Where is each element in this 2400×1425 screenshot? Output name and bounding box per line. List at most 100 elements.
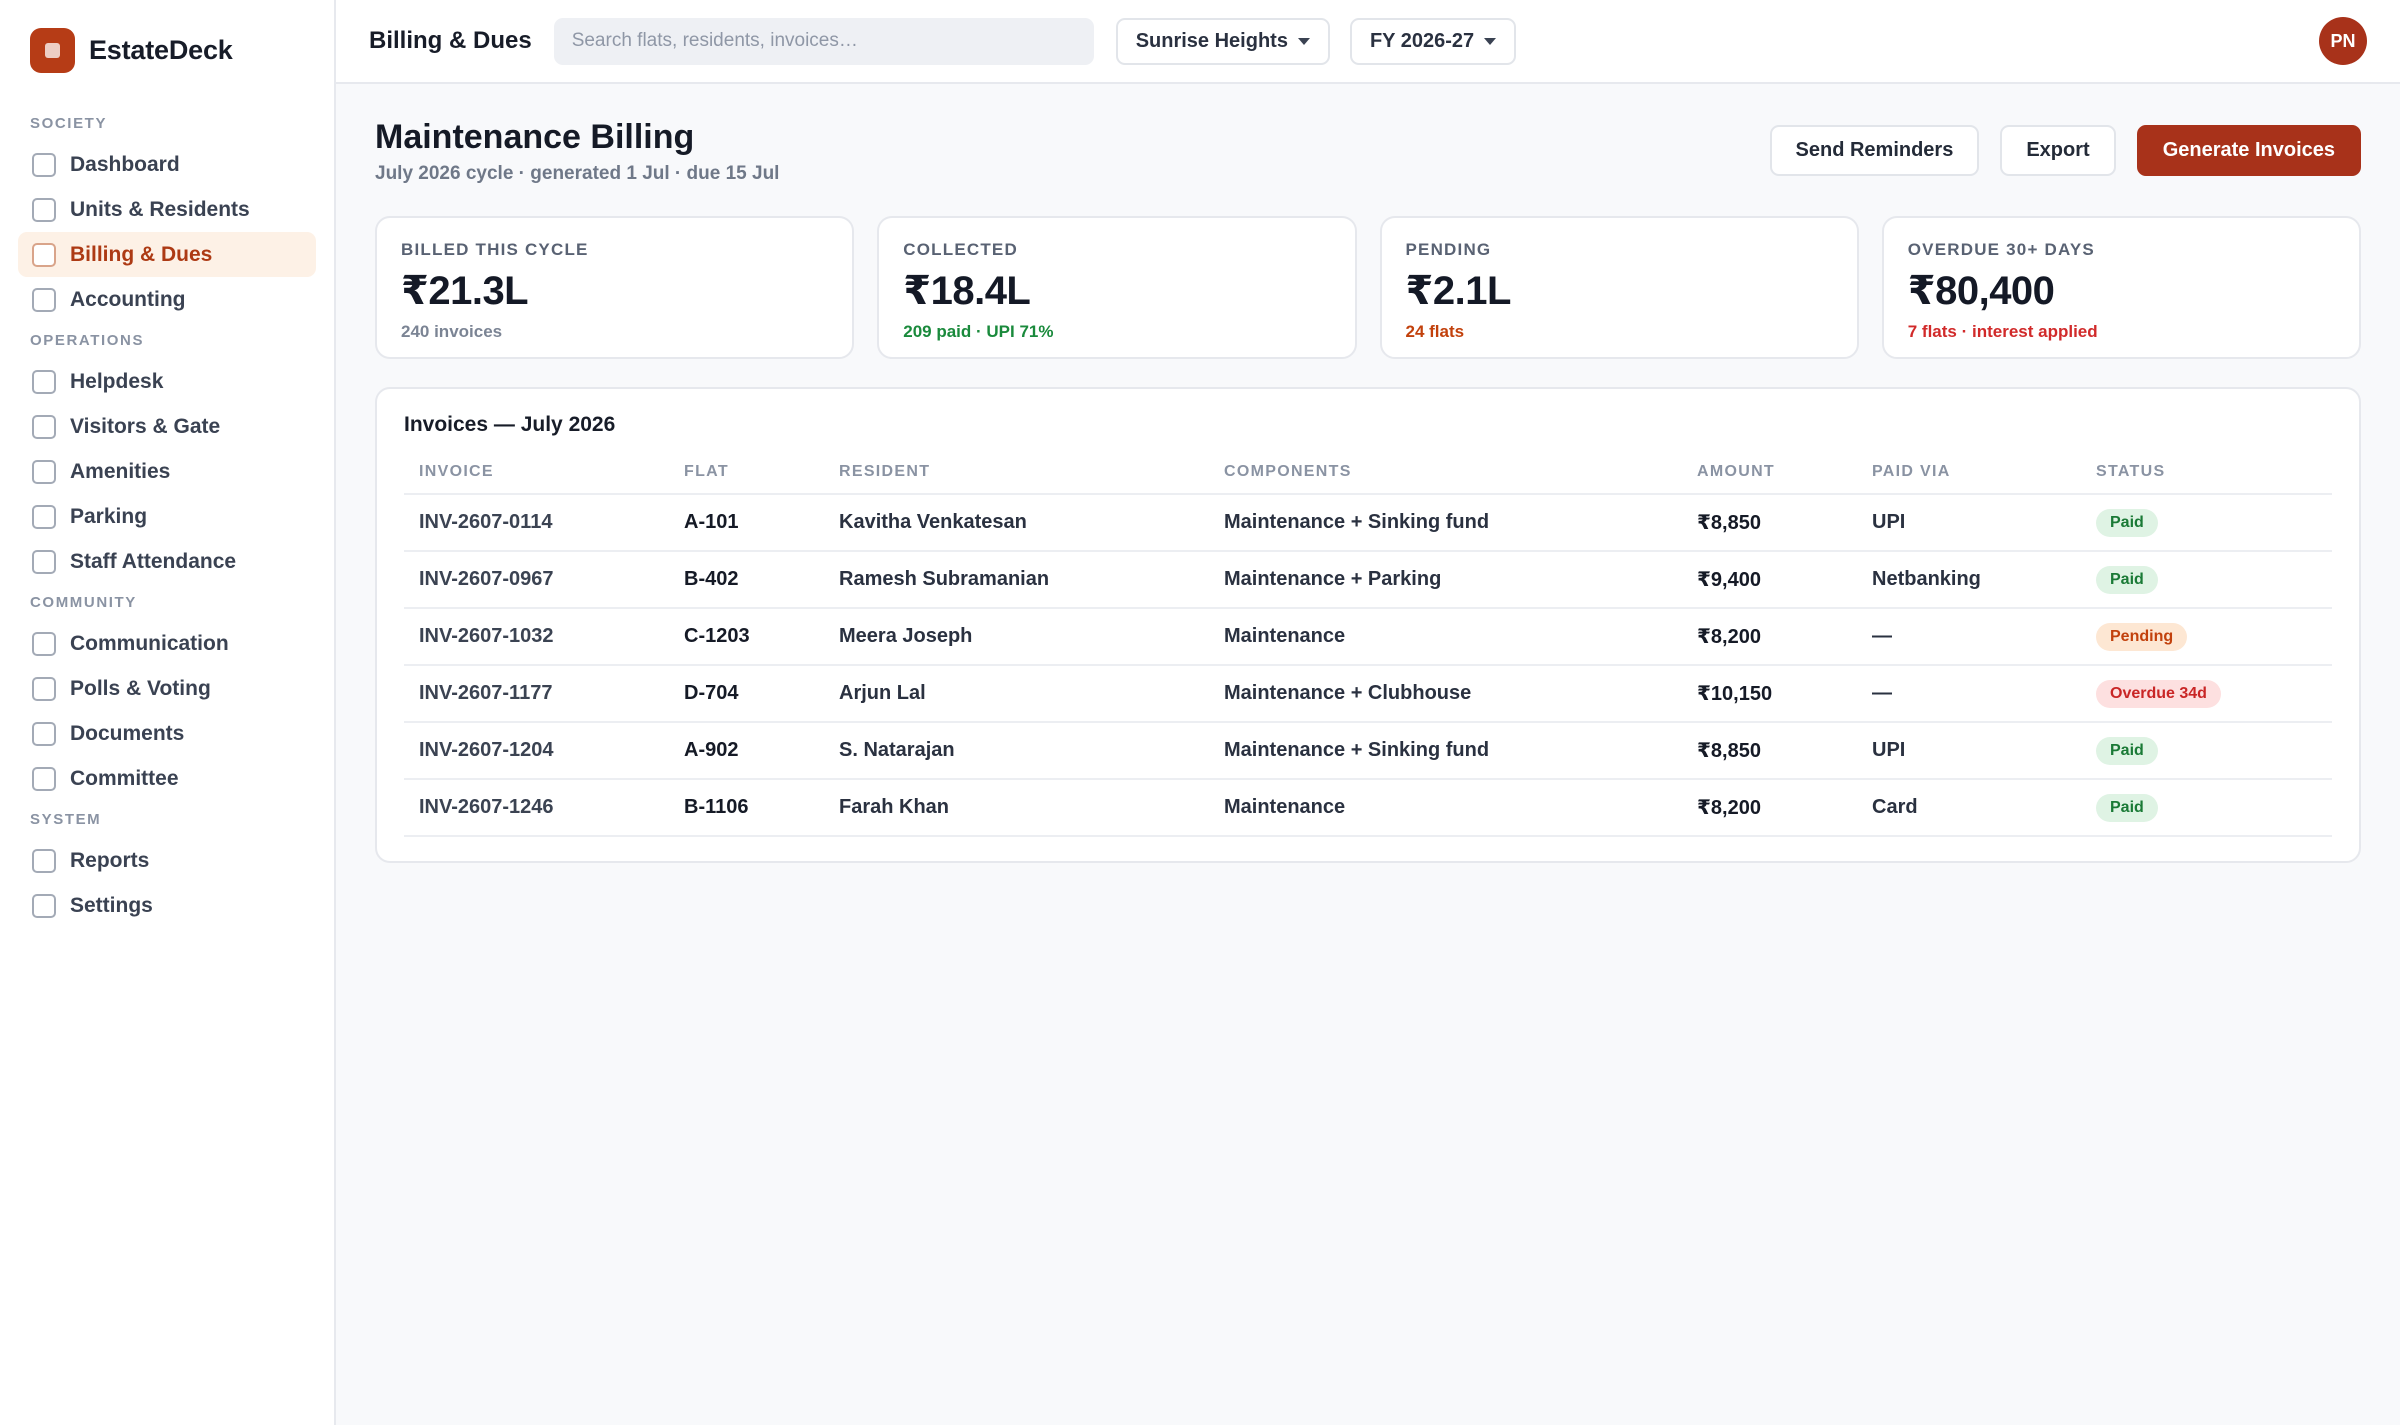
cell-amount: ₹10,150 [1682, 665, 1857, 723]
sidebar-item-label: Visitors & Gate [70, 414, 221, 438]
cell-status: Pending [2081, 608, 2332, 666]
column-header-paid-via: PAID VIA [1857, 463, 2081, 495]
sidebar-item-label: Parking [70, 504, 148, 528]
checkbox-icon [32, 549, 56, 574]
society-select[interactable]: Sunrise Heights [1115, 17, 1330, 65]
checkbox-icon [32, 631, 56, 656]
table-row[interactable]: INV-2607-0114 A-101 Kavitha Venkatesan Main… [404, 494, 2332, 552]
cell-components: Maintenance + Clubhouse [1209, 665, 1682, 723]
sidebar-item-billing-and-dues[interactable]: Billing & Dues [18, 232, 316, 277]
cell-amount: ₹9,400 [1682, 551, 1857, 609]
stat-value: ₹2.1L [1405, 269, 1512, 313]
cell-invoice: INV-2607-0967 [404, 551, 669, 609]
column-header-amount: AMOUNT [1682, 463, 1857, 495]
sidebar-item-settings[interactable]: Settings [18, 883, 316, 928]
nav-section-title: COMMUNITY [30, 594, 137, 611]
cell-components: Maintenance + Sinking fund [1209, 722, 1682, 780]
brand[interactable]: EstateDeck [18, 28, 316, 73]
nav-section-operations: OPERATIONS Helpdesk Visitors & Gate Ameniti… [18, 332, 316, 584]
cell-paid-via: Netbanking [1857, 551, 2081, 609]
sidebar-item-parking[interactable]: Parking [18, 494, 316, 539]
table-row[interactable]: INV-2607-1246 B-1106 Farah Khan Maintenance… [404, 779, 2332, 837]
sidebar-item-polls-and-voting[interactable]: Polls & Voting [18, 666, 316, 711]
sidebar-item-dashboard[interactable]: Dashboard [18, 142, 316, 187]
sidebar-item-communication[interactable]: Communication [18, 621, 316, 666]
cell-flat: C-1203 [669, 608, 824, 666]
cell-resident: Ramesh Subramanian [824, 551, 1209, 609]
sidebar-item-documents[interactable]: Documents [18, 711, 316, 756]
chevron-down-icon [1484, 37, 1497, 45]
export-button[interactable]: Export [2000, 125, 2116, 176]
page-title: Maintenance Billing [375, 118, 695, 156]
cell-resident: Arjun Lal [824, 665, 1209, 723]
search-input[interactable] [553, 17, 1094, 65]
society-select-label: Sunrise Heights [1135, 29, 1288, 52]
year-select[interactable]: FY 2026-27 [1349, 17, 1517, 65]
avatar[interactable]: PN [2319, 17, 2367, 65]
cell-status: Paid [2081, 551, 2332, 609]
cell-amount: ₹8,200 [1682, 779, 1857, 837]
status-badge: Paid [2096, 793, 2158, 822]
checkbox-icon [32, 721, 56, 746]
sidebar-item-label: Units & Residents [70, 197, 250, 221]
table-row[interactable]: INV-2607-1032 C-1203 Meera Joseph Maintenan… [404, 608, 2332, 666]
content: Maintenance Billing July 2026 cycle · ge… [336, 84, 2400, 863]
cell-paid-via: — [1857, 665, 2081, 723]
checkbox-icon [32, 504, 56, 529]
stat-note: 7 flats · interest applied [1907, 322, 2098, 341]
cell-flat: D-704 [669, 665, 824, 723]
main-area: Billing & Dues Sunrise Heights FY 2026-2… [336, 0, 2400, 1425]
sidebar-item-label: Settings [70, 893, 153, 917]
year-select-label: FY 2026-27 [1369, 29, 1475, 52]
chevron-down-icon [1297, 37, 1310, 45]
sidebar-item-units-and-residents[interactable]: Units & Residents [18, 187, 316, 232]
sidebar-item-visitors-and-gate[interactable]: Visitors & Gate [18, 404, 316, 449]
sidebar-item-label: Polls & Voting [70, 676, 211, 700]
stat-value: ₹18.4L [903, 269, 1031, 313]
stat-card-pending: PENDING ₹2.1L 24 flats [1379, 216, 1859, 359]
sidebar-item-helpdesk[interactable]: Helpdesk [18, 359, 316, 404]
stat-card-overdue-30-days: OVERDUE 30+ DAYS ₹80,400 7 flats · interes… [1881, 216, 2361, 359]
cell-paid-via: Card [1857, 779, 2081, 837]
column-header-components: COMPONENTS [1209, 463, 1682, 495]
checkbox-icon [32, 766, 56, 791]
status-badge: Overdue 34d [2096, 679, 2221, 708]
checkbox-icon [32, 369, 56, 394]
table-row[interactable]: INV-2607-0967 B-402 Ramesh Subramanian Main… [404, 551, 2332, 609]
cell-status: Paid [2081, 494, 2332, 552]
sidebar-item-reports[interactable]: Reports [18, 838, 316, 883]
sidebar-item-staff-attendance[interactable]: Staff Attendance [18, 539, 316, 584]
page-actions: Send Reminders Export Generate Invoices [1769, 125, 2361, 176]
send-reminders-button[interactable]: Send Reminders [1769, 125, 1980, 176]
sidebar-item-label: Amenities [70, 459, 171, 483]
cell-amount: ₹8,850 [1682, 494, 1857, 552]
brand-name: EstateDeck [89, 35, 233, 65]
nav-section-title: SYSTEM [30, 811, 102, 828]
cell-status: Paid [2081, 722, 2332, 780]
stat-card-collected: COLLECTED ₹18.4L 209 paid · UPI 71% [877, 216, 1357, 359]
status-badge: Paid [2096, 736, 2158, 765]
nav-section-title: OPERATIONS [30, 332, 145, 349]
checkbox-icon [32, 848, 56, 873]
column-header-flat: FLAT [669, 463, 824, 495]
generate-invoices-button[interactable]: Generate Invoices [2136, 125, 2361, 176]
sidebar-item-committee[interactable]: Committee [18, 756, 316, 801]
table-row[interactable]: INV-2607-1177 D-704 Arjun Lal Maintenance +… [404, 665, 2332, 723]
stat-note: 240 invoices [401, 322, 503, 341]
invoices-table: INVOICE FLAT RESIDENT COMPONENTS AMOUNT PAID … [404, 463, 2332, 837]
stat-value: ₹80,400 [1907, 269, 2055, 313]
table-body: INV-2607-0114 A-101 Kavitha Venkatesan Main… [404, 494, 2332, 837]
sidebar-item-amenities[interactable]: Amenities [18, 449, 316, 494]
sidebar-item-label: Communication [70, 631, 229, 655]
cell-paid-via: UPI [1857, 494, 2081, 552]
brand-logo-icon [30, 28, 75, 73]
cell-status: Paid [2081, 779, 2332, 837]
table-row[interactable]: INV-2607-1204 A-902 S. Natarajan Maintenanc… [404, 722, 2332, 780]
checkbox-icon [32, 287, 56, 312]
checkbox-icon [32, 676, 56, 701]
topbar-title: Billing & Dues [369, 27, 532, 54]
stat-cards: BILLED THIS CYCLE ₹21.3L 240 invoices COLLE… [375, 216, 2361, 359]
cell-components: Maintenance [1209, 779, 1682, 837]
cell-flat: A-101 [669, 494, 824, 552]
sidebar-item-accounting[interactable]: Accounting [18, 277, 316, 322]
